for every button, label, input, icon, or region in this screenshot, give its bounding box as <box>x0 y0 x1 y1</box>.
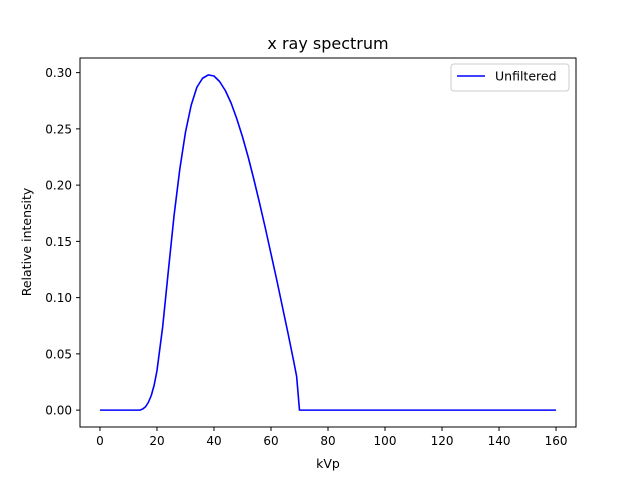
y-tick-label: 0.25 <box>45 122 72 136</box>
x-tick-label: 100 <box>374 434 397 448</box>
legend-box <box>450 63 570 92</box>
x-tick-label: 20 <box>149 434 164 448</box>
chart-title: x ray spectrum <box>267 34 388 53</box>
x-tick-label: 40 <box>206 434 221 448</box>
y-axis: 0.00 0.05 0.10 0.15 0.20 0.25 0.30 <box>45 66 80 418</box>
x-axis: 0 20 40 60 80 100 120 140 160 <box>96 427 567 448</box>
plot-area <box>79 57 577 428</box>
legend: Unfiltered <box>450 63 570 92</box>
series-line-unfiltered <box>99 74 557 411</box>
y-tick-label: 0.00 <box>45 404 72 418</box>
x-tick-label: 120 <box>431 434 454 448</box>
x-tick-label: 60 <box>263 434 278 448</box>
x-tick-label: 0 <box>96 434 104 448</box>
y-tick-label: 0.15 <box>45 235 72 249</box>
y-tick-label: 0.20 <box>45 179 72 193</box>
y-axis-label: Relative intensity <box>19 187 34 296</box>
y-tick-label: 0.30 <box>45 66 72 80</box>
x-tick-label: 160 <box>545 434 568 448</box>
x-axis-label: kVp <box>316 456 340 471</box>
x-tick-label: 140 <box>488 434 511 448</box>
legend-label-unfiltered: Unfiltered <box>495 69 557 84</box>
y-tick-label: 0.10 <box>45 291 72 305</box>
y-tick-label: 0.05 <box>45 347 72 361</box>
x-tick-label: 80 <box>320 434 335 448</box>
